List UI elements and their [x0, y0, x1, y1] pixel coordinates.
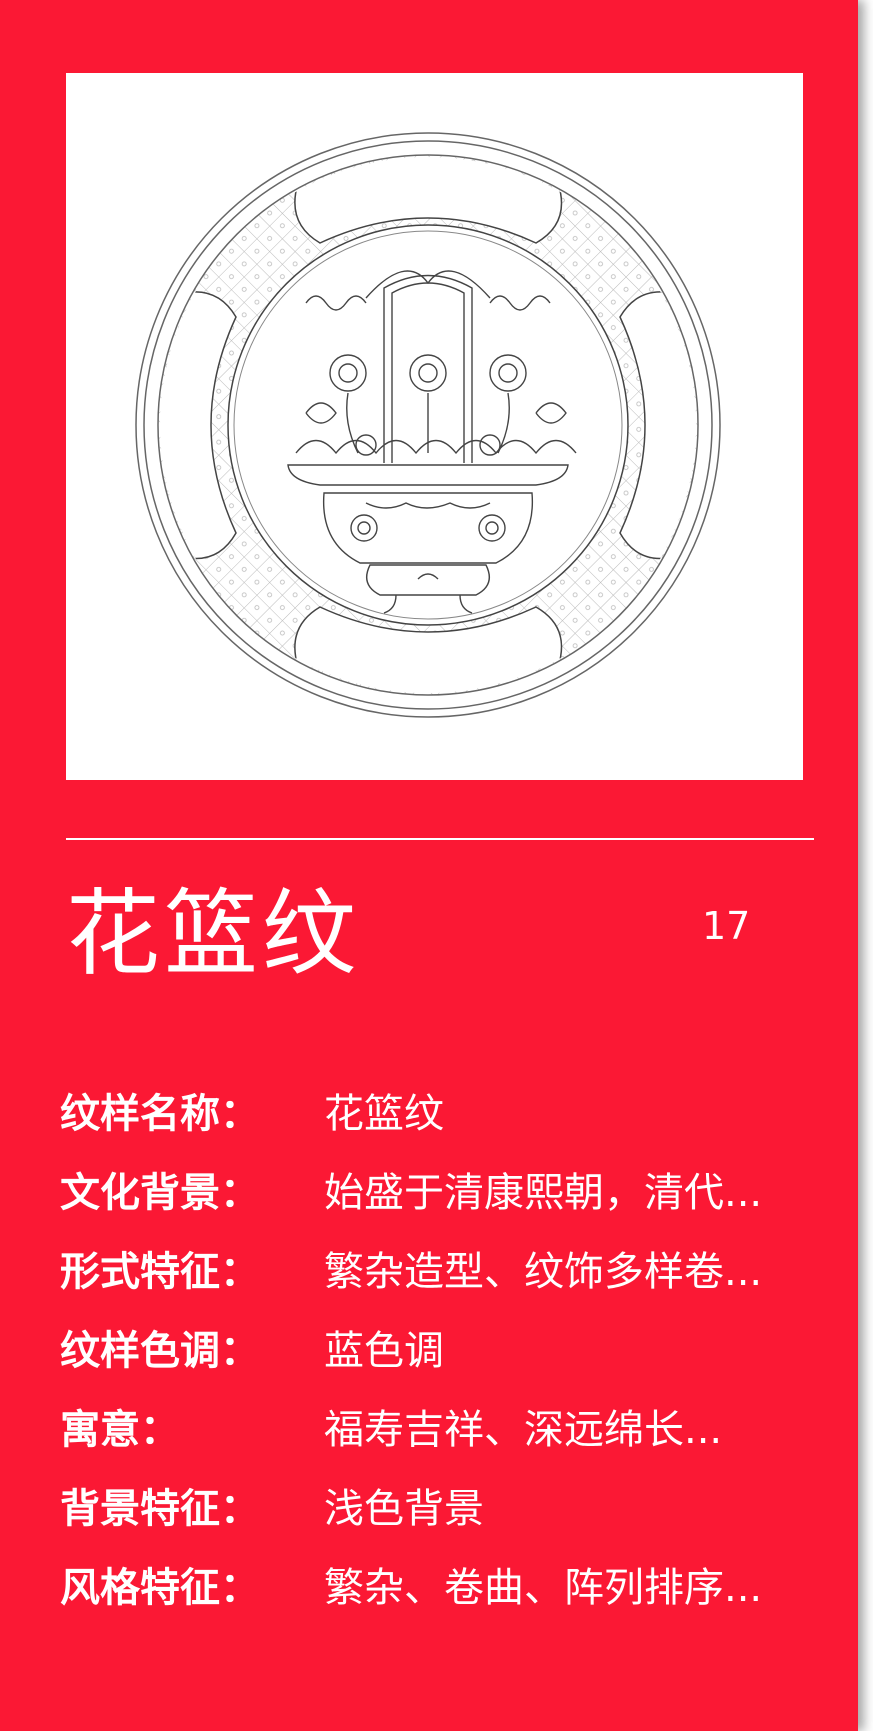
info-value: 繁杂造型、纹饰多样卷...: [324, 1248, 763, 1295]
info-value: 福寿吉祥、深远绵长...: [324, 1406, 723, 1453]
info-label: 纹样名称：: [60, 1090, 260, 1137]
info-row-color: 纹样色调： 蓝色调: [60, 1307, 820, 1386]
info-row-name: 纹样名称： 花篮纹: [60, 1070, 820, 1149]
info-row-style: 风格特征： 繁杂、卷曲、阵列排序...: [60, 1544, 820, 1623]
pattern-title: 花篮纹: [66, 880, 361, 989]
info-row-bg-feature: 背景特征： 浅色背景: [60, 1465, 820, 1544]
info-row-meaning: 寓意： 福寿吉祥、深远绵长...: [60, 1386, 820, 1465]
pattern-image: [66, 73, 803, 780]
info-value: 蓝色调: [324, 1327, 444, 1374]
info-label: 纹样色调：: [60, 1327, 260, 1374]
info-value: 花篮纹: [324, 1090, 444, 1137]
info-list: 纹样名称： 花篮纹 文化背景： 始盛于清康熙朝，清代... 形式特征： 繁杂造型…: [60, 1070, 820, 1623]
info-value: 始盛于清康熙朝，清代...: [324, 1169, 763, 1216]
info-value: 繁杂、卷曲、阵列排序...: [324, 1564, 763, 1611]
info-value: 浅色背景: [324, 1485, 484, 1532]
info-label: 形式特征：: [60, 1248, 260, 1295]
info-label: 背景特征：: [60, 1485, 260, 1532]
info-label: 文化背景：: [60, 1169, 260, 1216]
info-label: 寓意：: [60, 1406, 180, 1453]
info-row-form: 形式特征： 繁杂造型、纹饰多样卷...: [60, 1228, 820, 1307]
page-number: 17: [702, 904, 751, 948]
flower-basket-pattern-illustration: [135, 132, 721, 718]
info-label: 风格特征：: [60, 1564, 260, 1611]
info-row-background: 文化背景： 始盛于清康熙朝，清代...: [60, 1149, 820, 1228]
divider: [66, 838, 814, 840]
